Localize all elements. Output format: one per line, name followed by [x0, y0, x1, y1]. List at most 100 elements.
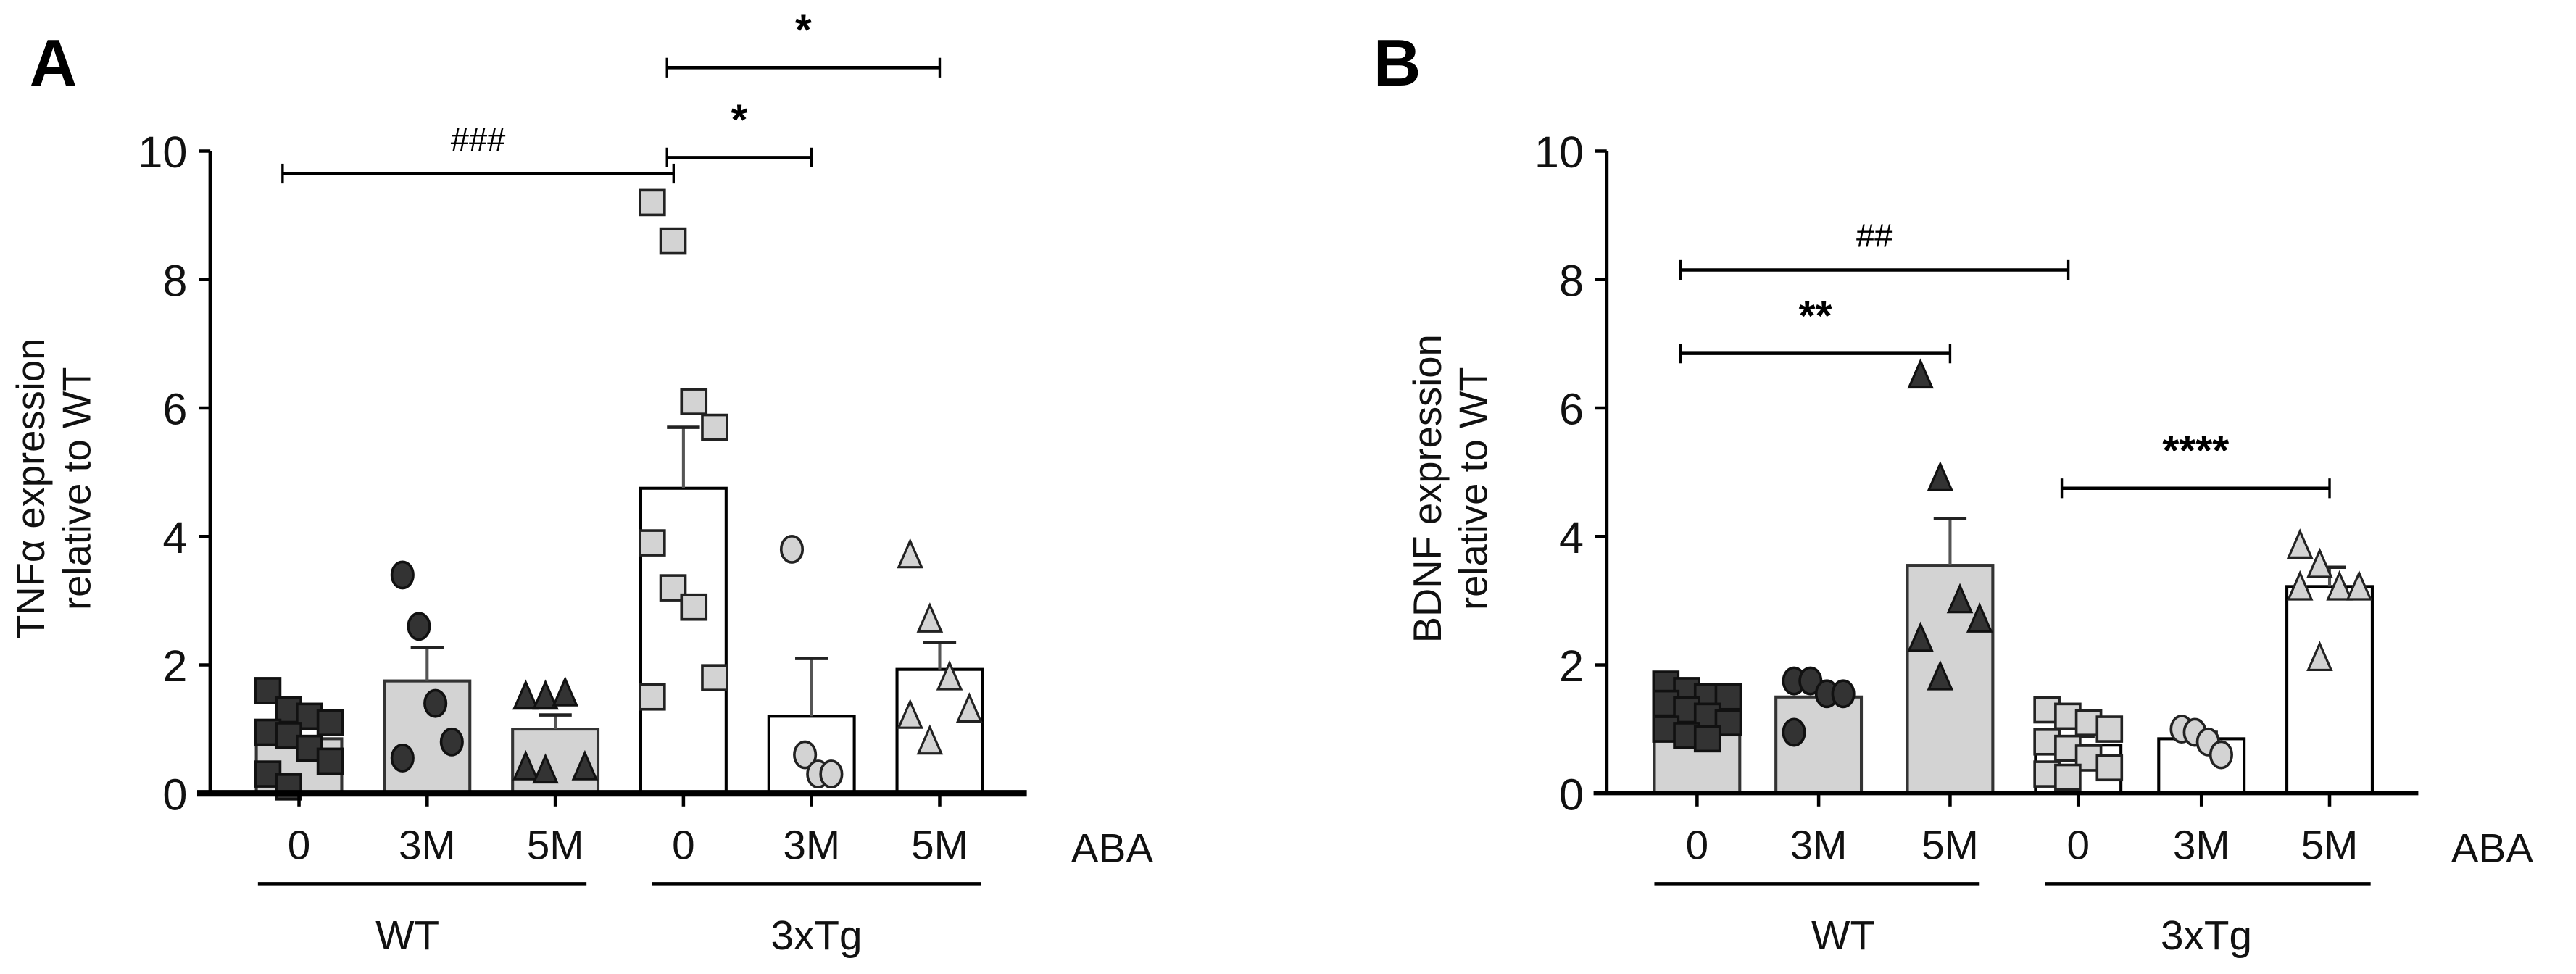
data-point-triangle	[512, 679, 539, 710]
bar-group-wt-3m	[1774, 666, 1864, 795]
data-point-triangle	[2306, 641, 2333, 672]
data-point-circle	[1798, 666, 1823, 696]
x-category-label: 0	[672, 823, 695, 868]
data-point-circle	[779, 534, 805, 564]
bar	[1906, 564, 1995, 795]
data-point-circle	[793, 740, 818, 770]
y-tick-label: 0	[162, 770, 187, 819]
group-label-3xtg: 3xTg	[2161, 913, 2252, 959]
hash-significance-label: ##	[1856, 217, 1892, 254]
y-tick-label: 2	[1559, 641, 1584, 691]
bar	[2285, 585, 2374, 795]
data-point-triangle	[2326, 570, 2353, 601]
data-point-square	[316, 709, 344, 737]
x-axis-label-aba: ABA	[1071, 826, 1154, 872]
y-axis-label: TNFα expression relative to WT	[9, 338, 99, 639]
significance-hash-bracket: ###	[281, 121, 675, 184]
data-point-square	[2095, 715, 2124, 743]
bar-group-3xtg-3m	[767, 534, 856, 795]
data-point-triangle	[512, 749, 539, 781]
data-point-triangle	[936, 659, 963, 691]
data-point-square	[680, 388, 708, 415]
data-point-square	[639, 529, 666, 557]
data-point-square	[680, 593, 708, 621]
significance-star-bracket: *	[665, 7, 942, 78]
data-point-circle	[1782, 717, 1806, 747]
x-category-label: 5M	[1921, 823, 1979, 868]
hash-significance-label: ###	[451, 121, 506, 158]
data-point-triangle	[1907, 358, 1934, 389]
significance-hash-bracket: ##	[1679, 217, 2070, 280]
star-significance-label: **	[1799, 293, 1832, 340]
x-category-label: 5M	[911, 823, 968, 868]
data-point-triangle	[1927, 659, 1954, 691]
bar-group-wt-0	[1652, 670, 1742, 795]
data-point-triangle	[2346, 570, 2373, 601]
x-category-label: 0	[1686, 823, 1709, 868]
x-category-label: 3M	[783, 823, 840, 868]
data-point-triangle	[552, 675, 578, 707]
data-point-circle	[819, 759, 844, 789]
data-point-triangle	[897, 538, 923, 569]
data-point-triangle	[916, 724, 944, 755]
data-point-triangle	[897, 698, 923, 729]
data-point-triangle	[1966, 602, 1993, 633]
data-point-square	[1693, 725, 1721, 753]
group-label-wt: WT	[1811, 913, 1875, 959]
x-category-label: 3M	[2173, 823, 2230, 868]
data-point-square	[659, 227, 687, 255]
y-axis-label-line1: TNFα expression	[9, 338, 53, 639]
x-category-label: 3M	[399, 823, 456, 868]
data-point-triangle	[1927, 461, 1954, 491]
data-point-circle	[390, 560, 415, 590]
y-tick-label: 4	[1559, 513, 1584, 562]
data-point-square	[701, 664, 728, 691]
data-point-square	[701, 413, 728, 441]
data-point-square	[2054, 763, 2082, 791]
bar-group-3xtg-5m	[2285, 528, 2374, 795]
panel-b-bdnf-chart: B BDNF expression relative to WT 0 2 4 6 8 10 0 3M…	[1374, 27, 2533, 959]
y-axis-label: BDNF expression relative to WT	[1405, 334, 1495, 643]
panel-letter: A	[30, 27, 77, 100]
x-category-label: 5M	[527, 823, 584, 868]
y-tick-label: 10	[1534, 128, 1584, 177]
y-axis-label-line2: relative to WT	[1451, 367, 1495, 610]
data-point-triangle	[571, 749, 599, 781]
data-point-triangle	[2286, 528, 2314, 559]
y-axis-label-line1: BDNF expression	[1405, 334, 1450, 643]
y-tick-label: 8	[162, 256, 187, 305]
data-point-square	[639, 188, 666, 217]
data-point-circle	[407, 612, 431, 641]
bar-group-wt-5m	[511, 675, 600, 795]
star-significance-label: *	[795, 7, 812, 54]
data-point-circle	[423, 688, 448, 718]
x-category-label: 5M	[2301, 823, 2359, 868]
panel-a-tnf-alpha-chart: A TNFα expression relative to WT 0 2 4 6 8 10 0 3M…	[9, 7, 1153, 959]
y-tick-label: 8	[1559, 256, 1584, 305]
bar-group-wt-0	[254, 677, 344, 801]
data-point-circle	[2209, 740, 2233, 770]
data-point-triangle	[532, 679, 559, 710]
star-significance-label: *	[731, 97, 747, 144]
data-point-square	[316, 747, 344, 775]
x-category-label: 0	[288, 823, 311, 868]
data-point-triangle	[955, 692, 983, 723]
data-point-circle	[439, 727, 464, 757]
data-point-triangle	[2306, 547, 2333, 578]
star-significance-label: ****	[2162, 428, 2229, 475]
data-point-triangle	[1946, 583, 1974, 614]
y-tick-label: 2	[162, 641, 187, 691]
x-axis-label-aba: ABA	[2451, 826, 2534, 872]
data-point-square	[2095, 754, 2124, 782]
x-category-label: 0	[2066, 823, 2090, 868]
bar-group-3xtg-0	[639, 188, 728, 795]
data-point-triangle	[532, 753, 559, 784]
bar-group-wt-5m	[1906, 358, 1995, 795]
data-point-triangle	[1907, 621, 1934, 652]
y-tick-label: 6	[162, 385, 187, 434]
y-tick-label: 10	[138, 128, 187, 177]
y-axis-label-line2: relative to WT	[55, 367, 99, 610]
data-point-square	[639, 683, 666, 711]
bar-group-3xtg-3m	[2157, 715, 2246, 795]
significance-star-bracket: **	[1679, 293, 1952, 364]
